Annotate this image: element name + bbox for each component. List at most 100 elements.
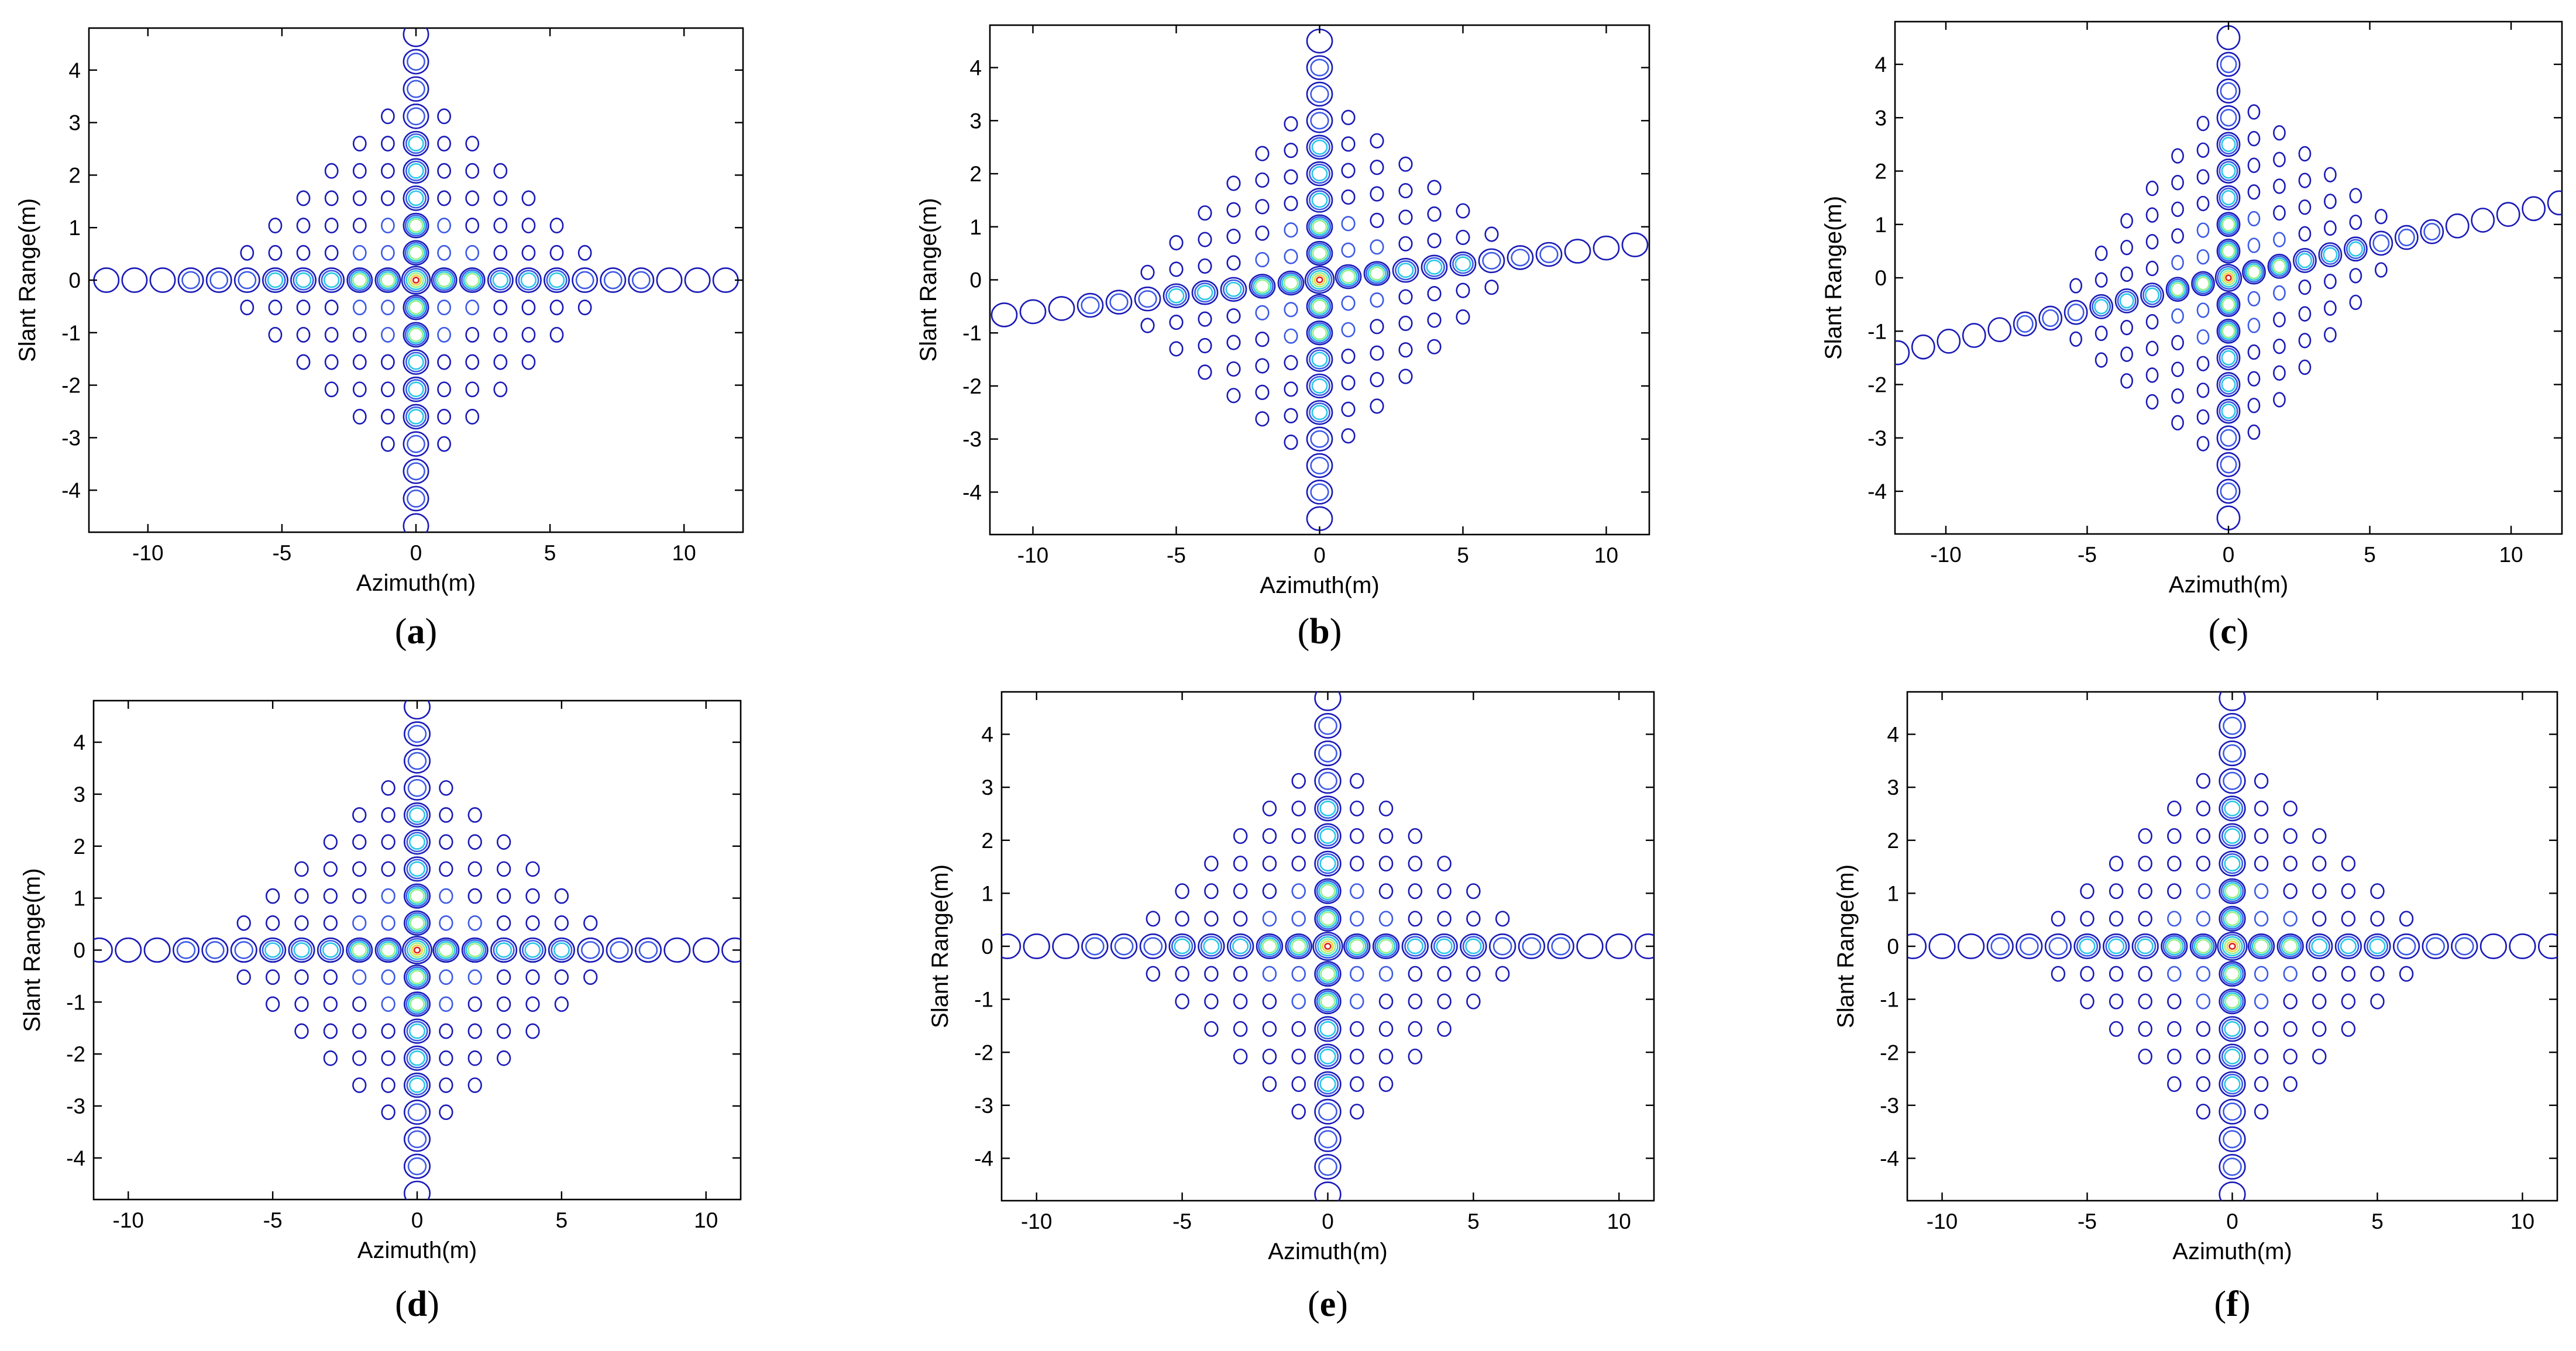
plot-area bbox=[989, 24, 1650, 536]
azimuth-sidelobe bbox=[2140, 282, 2165, 308]
cross-sidelobe bbox=[1262, 1021, 1277, 1037]
cross-sidelobe bbox=[2051, 966, 2066, 982]
range-sidelobe bbox=[2220, 908, 2244, 930]
range-sidelobe bbox=[1318, 744, 1337, 763]
azimuth-sidelobe bbox=[1460, 933, 1487, 960]
cross-sidelobe bbox=[437, 108, 451, 125]
cross-sidelobe bbox=[2254, 856, 2269, 872]
cross-sidelobe bbox=[2370, 966, 2385, 982]
cross-sidelobe bbox=[465, 354, 480, 370]
cross-sidelobe bbox=[381, 136, 395, 151]
cross-sidelobe bbox=[439, 861, 453, 877]
azimuth-sidelobe bbox=[692, 937, 720, 963]
azimuth-sidelobe bbox=[1986, 933, 2014, 960]
x-tick-label: 5 bbox=[2364, 543, 2376, 567]
cross-sidelobe bbox=[352, 1023, 367, 1039]
azimuth-sidelobe bbox=[520, 272, 537, 288]
cross-sidelobe bbox=[2196, 1076, 2211, 1092]
cross-sidelobe bbox=[1350, 1048, 1364, 1065]
azimuth-sidelobe bbox=[2162, 935, 2186, 957]
cross-sidelobe bbox=[496, 1050, 511, 1066]
azimuth-sidelobe bbox=[322, 942, 339, 958]
cross-sidelobe bbox=[467, 861, 482, 877]
cross-sidelobe bbox=[2273, 178, 2286, 194]
azimuth-sidelobe bbox=[267, 272, 284, 288]
y-tick-label: -1 bbox=[66, 990, 85, 1014]
azimuth-sidelobe bbox=[1203, 938, 1220, 954]
azimuth-sidelobe bbox=[177, 267, 204, 293]
x-tick-label: 5 bbox=[556, 1208, 568, 1232]
cross-sidelobe bbox=[1175, 911, 1189, 927]
cross-sidelobe bbox=[2196, 409, 2210, 425]
range-sidelobe bbox=[407, 752, 427, 770]
cross-sidelobe bbox=[2247, 398, 2261, 413]
cross-sidelobe bbox=[2283, 856, 2298, 872]
range-sidelobe bbox=[1314, 961, 1342, 987]
range-sidelobe bbox=[2219, 878, 2246, 904]
cross-sidelobe bbox=[1255, 358, 1270, 374]
cross-sidelobe bbox=[2138, 883, 2152, 899]
azimuth-sidelobe bbox=[2451, 933, 2478, 960]
range-sidelobe bbox=[410, 997, 425, 1012]
azimuth-sidelobe bbox=[2073, 933, 2101, 960]
panel-f: -10 -5 0 5 10 -4 -3 -2 -1 0 1 2 3 4 Azimuth(m) Slant Ra… bbox=[1820, 686, 2563, 1351]
cross-sidelobe bbox=[352, 381, 367, 398]
range-sidelobe bbox=[2221, 853, 2244, 874]
range-sidelobe bbox=[408, 861, 426, 877]
cross-sidelobe bbox=[381, 969, 395, 985]
azimuth-sidelobe bbox=[1019, 299, 1047, 325]
cross-sidelobe bbox=[2080, 883, 2094, 899]
cross-sidelobe bbox=[2283, 1076, 2298, 1092]
range-sidelobe bbox=[1318, 1157, 1337, 1176]
azimuth-sidelobe bbox=[1226, 933, 1254, 960]
cross-sidelobe bbox=[1204, 993, 1219, 1009]
cross-sidelobe bbox=[296, 326, 311, 343]
cross-sidelobe bbox=[1169, 235, 1184, 251]
cross-sidelobe bbox=[2254, 828, 2269, 845]
range-sidelobe bbox=[408, 409, 424, 425]
cross-sidelobe bbox=[352, 861, 367, 877]
azimuth-sidelobe bbox=[1605, 933, 1633, 960]
range-sidelobe bbox=[1309, 137, 1330, 157]
cross-sidelobe bbox=[549, 218, 564, 234]
range-sidelobe bbox=[1306, 161, 1333, 187]
y-axis-title: Slant Range(m) bbox=[15, 198, 40, 362]
cross-sidelobe bbox=[2145, 234, 2159, 250]
azimuth-sidelobe bbox=[2392, 933, 2420, 960]
range-sidelobe bbox=[2218, 294, 2239, 315]
azimuth-sidelobe bbox=[2282, 939, 2298, 954]
cross-sidelobe bbox=[1341, 349, 1356, 364]
x-tick-label: -5 bbox=[2078, 543, 2097, 567]
y-tick-label: -1 bbox=[61, 321, 81, 345]
azimuth-sidelobe bbox=[461, 269, 484, 291]
range-sidelobe bbox=[2221, 244, 2235, 259]
cross-sidelobe bbox=[465, 409, 480, 425]
cross-sidelobe bbox=[1398, 368, 1413, 384]
cross-sidelobe bbox=[1226, 229, 1241, 244]
cross-sidelobe bbox=[2254, 773, 2269, 789]
range-sidelobe bbox=[1312, 299, 1327, 313]
y-axis-title: Slant Range(m) bbox=[1833, 864, 1859, 1028]
cross-sidelobe bbox=[1370, 398, 1384, 414]
x-tick-label: -5 bbox=[272, 541, 291, 565]
range-sidelobe bbox=[1320, 884, 1336, 899]
range-sidelobe bbox=[1310, 85, 1329, 104]
azimuth-sidelobe bbox=[1289, 937, 1309, 956]
range-sidelobe bbox=[1310, 297, 1329, 315]
cross-sidelobe bbox=[583, 969, 598, 985]
range-sidelobe bbox=[407, 778, 427, 797]
x-tick-label: 10 bbox=[694, 1208, 718, 1232]
azimuth-sidelobe bbox=[201, 937, 229, 963]
panel-e: -10 -5 0 5 10 -4 -3 -2 -1 0 1 2 3 4 Azimuth(m) Slant Ra… bbox=[914, 686, 1660, 1351]
range-sidelobe bbox=[1308, 216, 1332, 237]
azimuth-sidelobe bbox=[1194, 282, 1216, 303]
cross-sidelobe bbox=[1341, 401, 1356, 417]
range-sidelobe bbox=[1314, 1098, 1342, 1125]
azimuth-sidelobe bbox=[1261, 939, 1277, 954]
range-sidelobe bbox=[1319, 1076, 1336, 1092]
panel-caption: (c) bbox=[2209, 612, 2249, 652]
azimuth-sidelobe bbox=[1138, 290, 1157, 308]
range-sidelobe bbox=[2220, 242, 2237, 260]
range-sidelobe bbox=[408, 807, 426, 823]
azimuth-sidelobe bbox=[638, 941, 658, 959]
